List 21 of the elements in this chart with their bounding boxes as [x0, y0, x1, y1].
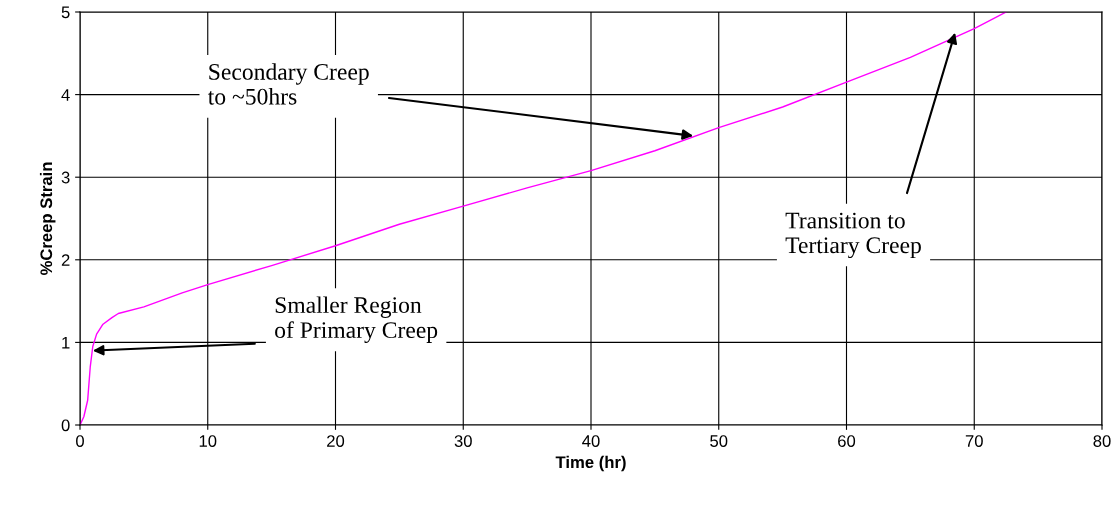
- x-tick-label: 70: [965, 435, 983, 447]
- x-tick-label: 60: [838, 435, 856, 447]
- y-tick-label: 4: [61, 89, 70, 101]
- y-tick-label: 5: [61, 6, 70, 19]
- y-axis-title: %Creep Strain: [39, 162, 56, 276]
- x-tick-label: 50: [710, 435, 728, 447]
- x-tick-label: 80: [1093, 435, 1111, 447]
- y-tick-label: 0: [61, 419, 70, 432]
- x-tick-label: 40: [582, 435, 600, 447]
- y-tick-label: 2: [61, 254, 70, 266]
- annotation: Smaller Region of Primary Creep: [275, 296, 438, 343]
- annotation: Secondary Creep to ~50hrs: [207, 63, 369, 105]
- x-axis-title: Time (hr): [555, 455, 626, 472]
- y-tick-label: 1: [62, 336, 70, 349]
- line-series: [80, 12, 1007, 425]
- annotation: Transition to Tertiary Creep: [785, 212, 921, 259]
- x-tick-label: 20: [327, 435, 345, 447]
- x-tick-label: 10: [199, 435, 217, 447]
- x-tick-label: 0: [76, 435, 84, 447]
- x-tick-label: 30: [454, 435, 472, 447]
- y-tick-label: 3: [61, 171, 70, 184]
